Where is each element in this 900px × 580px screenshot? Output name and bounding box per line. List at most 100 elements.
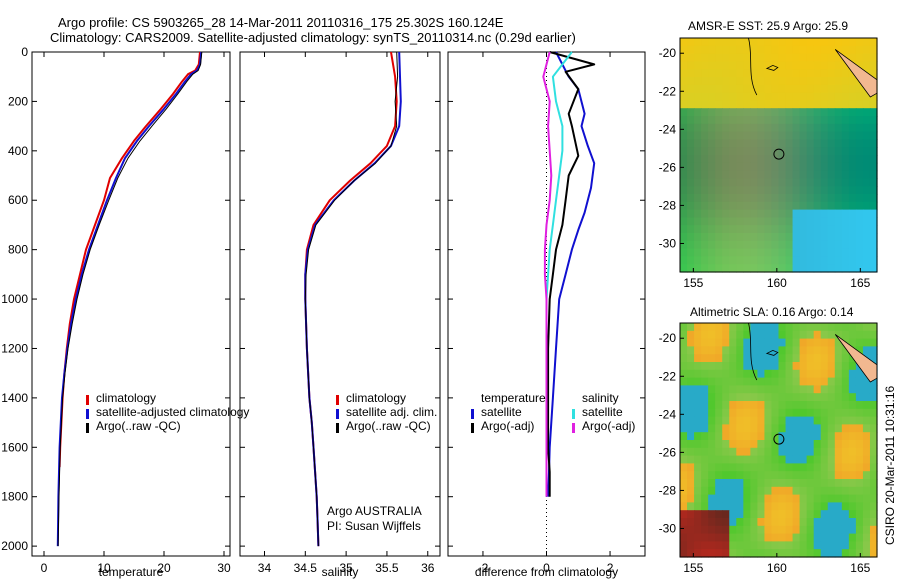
- heatmap-cell: [855, 323, 864, 332]
- heatmap-cell: [834, 77, 843, 86]
- heatmap-cell: [750, 455, 758, 464]
- heatmap-cell: [701, 525, 709, 535]
- heatmap-cell: [848, 240, 857, 250]
- legend-label-sal-satellite: satellite: [582, 405, 623, 419]
- heatmap-cell: [855, 61, 864, 70]
- heatmap-cell: [750, 416, 758, 425]
- map-y-tick-label: -20: [659, 331, 677, 345]
- heatmap-cell: [694, 84, 702, 94]
- heatmap-cell: [708, 377, 716, 386]
- heatmap-cell: [687, 486, 695, 496]
- heatmap-cell: [848, 549, 857, 558]
- heatmap-cell: [757, 155, 766, 164]
- heatmap-cell: [869, 510, 878, 519]
- heatmap-cell: [827, 69, 836, 78]
- legend-swatch: [86, 409, 89, 419]
- heatmap-cell: [736, 510, 744, 519]
- heatmap-cell: [694, 447, 702, 457]
- heatmap-cell: [736, 147, 744, 156]
- heatmap-cell: [778, 369, 787, 379]
- heatmap-cell: [743, 240, 751, 250]
- heatmap-cell: [778, 194, 787, 203]
- heatmap-cell: [820, 518, 829, 527]
- legend-label-sal-argo: Argo(-adj): [582, 419, 635, 433]
- heatmap-cell: [680, 139, 688, 148]
- heatmap-cell: [729, 147, 737, 156]
- heatmap-cell: [848, 248, 857, 257]
- heatmap-cell: [785, 84, 794, 94]
- heatmap-cell: [715, 447, 723, 457]
- heatmap-cell: [778, 264, 787, 273]
- heatmap-cell: [729, 401, 737, 410]
- heatmap-cell: [687, 217, 695, 226]
- heatmap-cell: [834, 338, 843, 347]
- heatmap-cell: [764, 61, 773, 70]
- heatmap-cell: [855, 45, 864, 55]
- heatmap-cell: [806, 518, 815, 527]
- map-y-tick-label: -24: [659, 122, 677, 136]
- heatmap-cell: [708, 116, 716, 125]
- y-tick-label: 200: [8, 94, 28, 108]
- heatmap-cell: [757, 362, 766, 371]
- heatmap-cell: [708, 463, 716, 472]
- heatmap-cell: [750, 432, 758, 441]
- heatmap-cell: [715, 233, 723, 242]
- heatmap-cell: [687, 45, 695, 55]
- legend-swatch: [86, 395, 89, 405]
- heatmap-cell: [778, 248, 787, 257]
- heatmap-cell: [820, 346, 829, 355]
- heatmap-cell: [694, 186, 702, 195]
- heatmap-cell: [862, 541, 871, 550]
- heatmap-cell: [820, 330, 829, 340]
- heatmap-cell: [813, 38, 822, 47]
- heatmap-cell: [785, 194, 794, 203]
- heatmap-cell: [687, 385, 695, 394]
- heatmap-cell: [687, 209, 695, 218]
- heatmap-cell: [715, 416, 723, 425]
- heatmap-cell: [715, 518, 723, 527]
- heatmap-cell: [869, 346, 878, 355]
- heatmap-cell: [771, 362, 780, 371]
- heatmap-cell: [785, 186, 794, 195]
- heatmap-cell: [827, 147, 836, 156]
- heatmap-cell: [771, 92, 780, 101]
- heatmap-cell: [799, 486, 808, 496]
- map-y-tick-label: -26: [659, 445, 677, 459]
- heatmap-cell: [771, 170, 780, 179]
- heatmap-cell: [813, 401, 822, 410]
- heatmap-cell: [785, 38, 794, 47]
- heatmap-cell: [729, 240, 737, 250]
- heatmap-cell: [792, 463, 801, 472]
- heatmap-cell: [778, 116, 787, 125]
- heatmap-cell: [743, 518, 751, 527]
- heatmap-cell: [750, 45, 758, 55]
- heatmap-cell: [827, 201, 836, 211]
- heatmap-cell: [708, 155, 716, 164]
- heatmap-cell: [764, 455, 773, 464]
- heatmap-cell: [869, 502, 878, 511]
- heatmap-cell: [687, 92, 695, 101]
- heatmap-cell: [708, 479, 716, 488]
- heatmap-cell: [869, 240, 878, 250]
- heatmap-cell: [799, 416, 808, 425]
- heatmap-cell: [778, 354, 787, 363]
- heatmap-cell: [757, 170, 766, 179]
- heatmap-cell: [757, 447, 766, 457]
- difference-legend: temperature satellite Argo(-adj) salinit…: [481, 391, 635, 433]
- heatmap-cell: [764, 178, 773, 187]
- heatmap-cell: [736, 264, 744, 273]
- heatmap-cell: [778, 401, 787, 410]
- heatmap-cell: [806, 455, 815, 464]
- heatmap-cell: [785, 424, 794, 433]
- heatmap-cell: [694, 424, 702, 433]
- heatmap-cell: [799, 323, 808, 332]
- heatmap-cell: [750, 147, 758, 156]
- heatmap-cell: [764, 248, 773, 257]
- heatmap-cell: [764, 424, 773, 433]
- heatmap-cell: [785, 541, 794, 550]
- heatmap-cell: [701, 225, 709, 234]
- heatmap-cell: [862, 518, 871, 527]
- heatmap-cell: [722, 362, 730, 371]
- heatmap-cell: [841, 131, 850, 140]
- heatmap-cell: [792, 549, 801, 558]
